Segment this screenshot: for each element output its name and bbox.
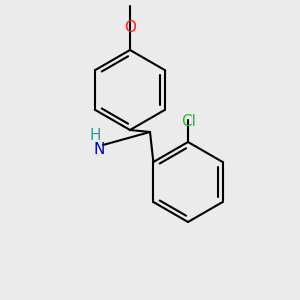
Text: O: O	[124, 20, 136, 35]
Text: N: N	[93, 142, 105, 157]
Text: H: H	[89, 128, 101, 143]
Text: Cl: Cl	[182, 113, 196, 128]
